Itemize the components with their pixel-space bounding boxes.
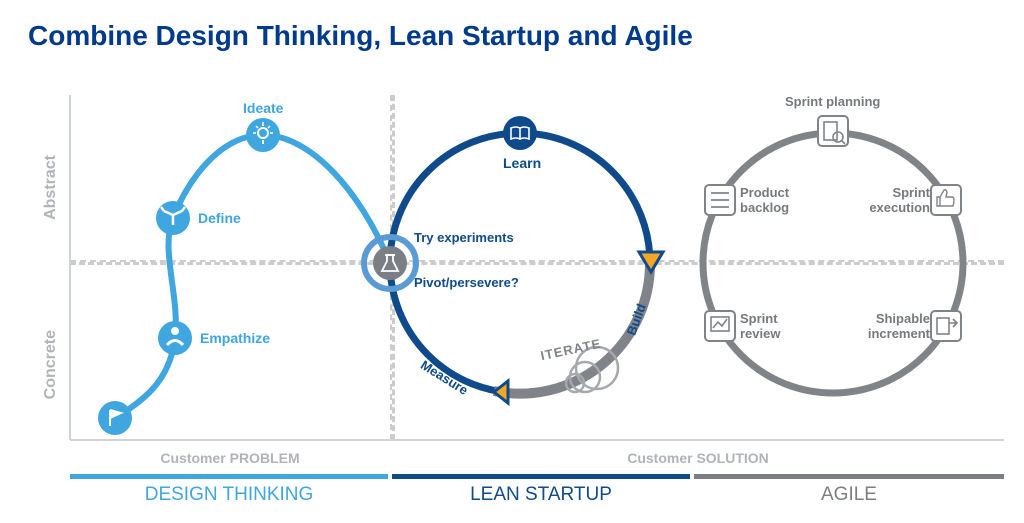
dt-label-define: Define (198, 210, 241, 226)
diagram-canvas (0, 0, 1024, 523)
title-agile: AGILE (694, 484, 1004, 506)
design-thinking-curve (115, 135, 390, 418)
dt-node-ideate (246, 118, 280, 152)
agile-icon-execution (931, 185, 961, 215)
lean-node-learn (503, 116, 537, 150)
agile-label-planning: Sprint planning (785, 94, 880, 109)
dt-label-empathize: Empathize (200, 330, 270, 346)
bar-lean-startup (392, 474, 690, 479)
agile-label-execution: Sprint execution (855, 185, 930, 215)
section-label-problem: Customer PROBLEM (70, 450, 390, 466)
section-label-solution: Customer SOLUTION (392, 450, 1004, 466)
agile-icon-backlog (705, 185, 735, 215)
bar-agile (694, 474, 1004, 479)
build-triangle (639, 252, 663, 272)
agile-icon-review (705, 311, 735, 341)
agile-circle (703, 133, 963, 393)
title-design-thinking: DESIGN THINKING (70, 484, 388, 506)
agile-icon-planning (818, 116, 848, 146)
lean-label-pivot: Pivot/persevere? (414, 275, 519, 290)
agile-icon-increment (931, 311, 961, 341)
dt-node-define (156, 201, 190, 235)
agile-label-increment: Shipable increment (855, 311, 930, 341)
dt-label-ideate: Ideate (243, 100, 283, 116)
dt-node-start (98, 401, 132, 435)
title-lean-startup: LEAN STARTUP (392, 484, 690, 506)
lean-label-try: Try experiments (414, 230, 514, 245)
measure-triangle (494, 381, 508, 403)
lean-label-learn: Learn (503, 155, 541, 171)
agile-label-review: Sprint review (740, 311, 795, 341)
dt-node-empathize (158, 321, 192, 355)
bar-design-thinking (70, 474, 388, 479)
agile-label-backlog: Product backlog (740, 185, 800, 215)
